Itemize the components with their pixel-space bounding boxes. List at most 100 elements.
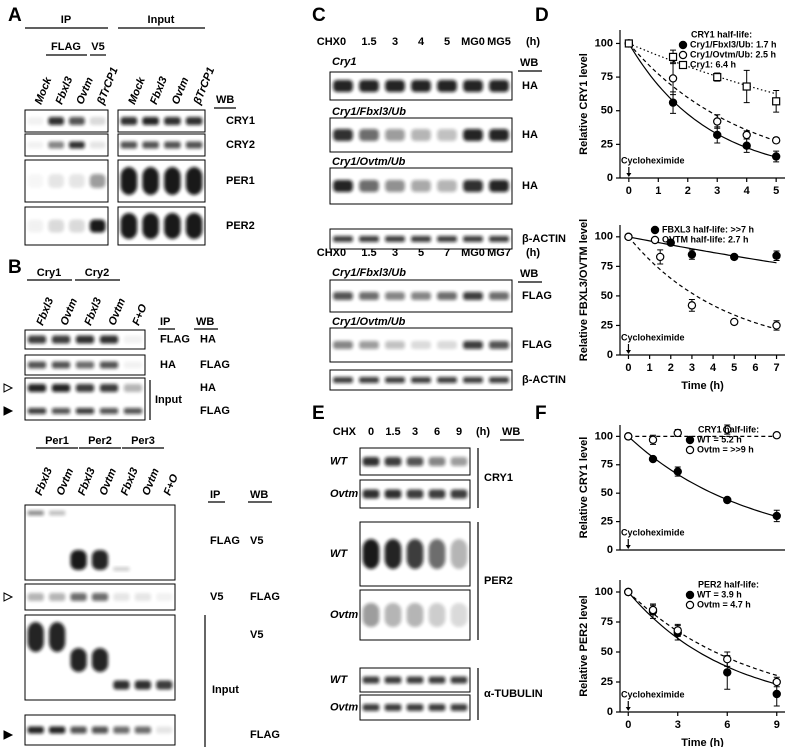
- blot-band: [437, 129, 457, 141]
- wb-label: V5: [250, 629, 263, 641]
- blot-band: [164, 213, 181, 239]
- legend-label: WT = 3.9 h: [697, 589, 742, 599]
- blot-band: [27, 408, 47, 414]
- time-label: 0: [368, 426, 374, 438]
- blot-band: [450, 539, 468, 569]
- group-label: Cry2: [85, 267, 109, 279]
- legend-label: OVTM half-life: 2.7 h: [662, 234, 749, 244]
- blot-band: [385, 341, 405, 349]
- wb-label: FLAG: [522, 339, 552, 351]
- ip-label: FLAG: [160, 333, 190, 345]
- blot-band: [489, 377, 509, 383]
- blot-band: [411, 341, 431, 349]
- blot-band: [359, 341, 379, 349]
- y-tick-label: 100: [595, 430, 613, 442]
- data-point: [772, 689, 781, 699]
- y-tick-label: 0: [607, 544, 613, 556]
- x-tick-label: 1: [655, 185, 661, 197]
- blot-band: [333, 341, 353, 349]
- wb-label: FLAG: [250, 729, 280, 741]
- data-point: [624, 432, 633, 441]
- blot-label: Cry1: [332, 56, 356, 68]
- data-point: [730, 252, 739, 262]
- y-tick-label: 0: [607, 349, 613, 361]
- data-point: [713, 130, 722, 140]
- legend-marker: [685, 435, 695, 445]
- annotation: Cycloheximide: [621, 527, 685, 537]
- legend-title: CRY1 half-life:: [698, 424, 759, 434]
- data-point: [673, 428, 682, 438]
- panel-label: D: [535, 5, 549, 26]
- blot-band: [185, 117, 203, 125]
- blot-band: [156, 726, 173, 734]
- arrowhead-open: [3, 592, 14, 602]
- blot-band: [333, 236, 353, 242]
- time-label: 6: [434, 426, 440, 438]
- lane-label: Ovtm: [140, 466, 162, 497]
- data-point: [668, 52, 678, 62]
- blot-band: [142, 167, 159, 195]
- blot: [117, 133, 206, 157]
- fit-curve: [628, 43, 777, 142]
- blot-band: [120, 167, 138, 195]
- data-point: [772, 511, 781, 521]
- blot-band: [450, 676, 468, 684]
- blot-band: [384, 457, 402, 466]
- blot-band: [123, 408, 143, 414]
- blot-band: [333, 377, 353, 383]
- blot-band: [27, 726, 44, 734]
- blot-band: [406, 603, 424, 627]
- blot-band: [164, 141, 181, 149]
- x-tick-label: 2: [685, 185, 691, 197]
- blot-band: [362, 704, 380, 711]
- legend-marker: [678, 40, 688, 50]
- wb-header: WB: [520, 268, 538, 280]
- lane-label: F+O: [162, 472, 181, 497]
- wb-label: HA: [522, 180, 538, 192]
- blot-band: [156, 593, 173, 601]
- panel-label: E: [312, 403, 325, 424]
- y-tick-label: 25: [601, 515, 613, 527]
- blot-band: [123, 361, 143, 369]
- arrowhead-open: [3, 383, 14, 393]
- blot-band: [333, 180, 353, 192]
- x-tick-label: 4: [744, 185, 751, 197]
- time-label: 0: [340, 247, 346, 259]
- blot-band: [437, 80, 457, 92]
- lane-label: Ovtm: [54, 466, 76, 497]
- y-tick-label: 100: [595, 231, 613, 243]
- data-point: [713, 72, 722, 82]
- data-point: [723, 425, 732, 434]
- data-point: [742, 141, 751, 150]
- legend-title: PER2 half-life:: [698, 579, 759, 589]
- blot-band: [385, 236, 405, 242]
- blot-band: [185, 167, 203, 195]
- x-tick-label: 0: [625, 362, 631, 374]
- tag-label: V5: [91, 41, 104, 53]
- data-point: [687, 301, 697, 310]
- blot-band: [362, 539, 380, 569]
- blot-band: [70, 648, 87, 672]
- blot-band: [99, 384, 119, 392]
- legend-marker: [685, 590, 695, 600]
- ip-label: FLAG: [210, 535, 240, 547]
- ip-header: IP: [210, 489, 220, 501]
- panel-label: B: [8, 257, 22, 278]
- blot-band: [333, 292, 353, 300]
- x-tick-label: 5: [773, 185, 779, 197]
- blot-band: [49, 622, 66, 652]
- y-axis-label: Relative PER2 level: [578, 595, 590, 697]
- blot-band: [450, 457, 468, 466]
- y-tick-label: 50: [601, 487, 613, 499]
- blot-band: [463, 292, 483, 300]
- blot-band: [411, 292, 431, 300]
- data-point: [772, 677, 781, 687]
- time-label: 1.5: [361, 36, 376, 48]
- blot-band: [27, 219, 44, 233]
- blot-band: [437, 180, 457, 192]
- time-label: 5: [444, 36, 450, 48]
- blot-band: [113, 726, 130, 734]
- blot-band: [113, 593, 130, 601]
- data-point: [723, 655, 732, 664]
